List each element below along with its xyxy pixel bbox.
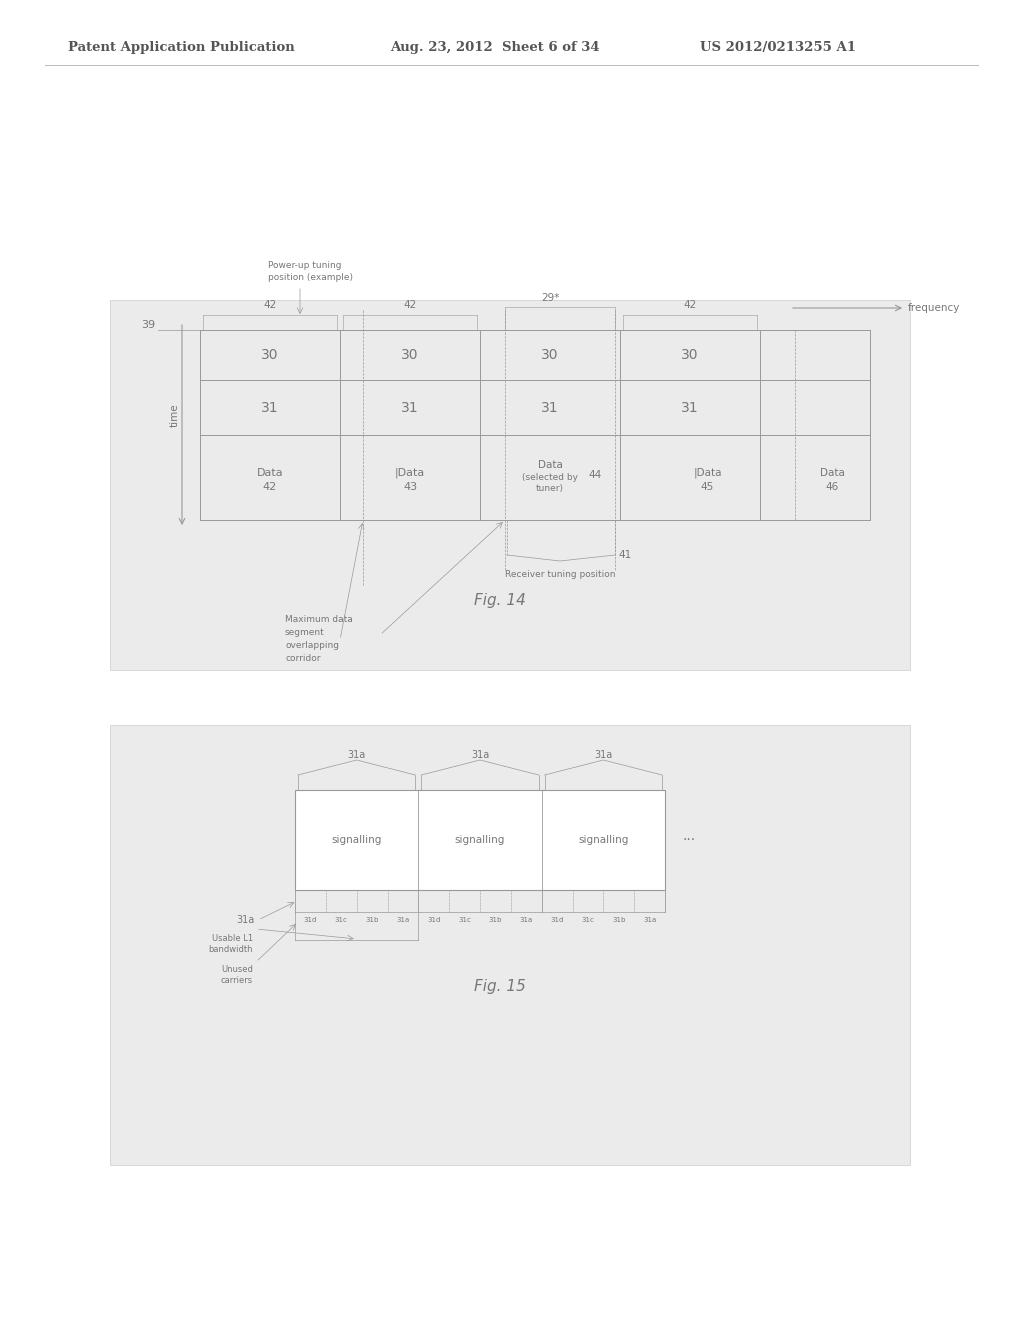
Text: 31b: 31b — [488, 917, 502, 923]
Text: carriers: carriers — [221, 975, 253, 985]
Text: 31a: 31a — [471, 750, 489, 760]
Text: 30: 30 — [681, 348, 698, 362]
Text: corridor: corridor — [285, 653, 321, 663]
Text: 31a: 31a — [237, 915, 255, 925]
Text: Aug. 23, 2012  Sheet 6 of 34: Aug. 23, 2012 Sheet 6 of 34 — [390, 41, 600, 54]
Text: 31: 31 — [542, 400, 559, 414]
FancyBboxPatch shape — [110, 300, 910, 671]
Text: 31: 31 — [681, 400, 698, 414]
Text: Data: Data — [538, 461, 562, 470]
Text: 31c: 31c — [582, 917, 594, 923]
Text: 39: 39 — [141, 319, 155, 330]
Text: 31b: 31b — [612, 917, 626, 923]
Text: 31d: 31d — [304, 917, 317, 923]
Text: 42: 42 — [263, 483, 278, 492]
Text: 30: 30 — [542, 348, 559, 362]
Text: overlapping: overlapping — [285, 642, 339, 649]
Text: 31a: 31a — [643, 917, 656, 923]
Text: 31b: 31b — [366, 917, 379, 923]
Text: time: time — [170, 403, 180, 426]
Text: 31a: 31a — [347, 750, 366, 760]
Text: Data: Data — [820, 467, 845, 478]
Text: 31c: 31c — [458, 917, 471, 923]
Text: (selected by: (selected by — [522, 473, 578, 482]
Text: 31c: 31c — [335, 917, 348, 923]
Text: Fig. 14: Fig. 14 — [474, 593, 526, 607]
Text: 44: 44 — [589, 470, 602, 479]
Text: bandwidth: bandwidth — [209, 945, 253, 954]
FancyBboxPatch shape — [295, 789, 665, 890]
Text: Usable L1: Usable L1 — [212, 935, 253, 942]
Text: 42: 42 — [263, 300, 276, 310]
Text: |Data: |Data — [395, 467, 425, 478]
Text: 43: 43 — [402, 483, 417, 492]
Text: US 2012/0213255 A1: US 2012/0213255 A1 — [700, 41, 856, 54]
Text: 41: 41 — [618, 550, 631, 560]
Text: 31d: 31d — [550, 917, 564, 923]
FancyBboxPatch shape — [110, 725, 910, 1166]
Text: 42: 42 — [683, 300, 696, 310]
Text: 31: 31 — [261, 400, 279, 414]
Text: segment: segment — [285, 628, 325, 638]
Text: 31a: 31a — [594, 750, 612, 760]
Text: 31d: 31d — [427, 917, 440, 923]
Text: Power-up tuning: Power-up tuning — [268, 260, 341, 269]
Text: 45: 45 — [700, 483, 714, 492]
Text: |Data: |Data — [693, 467, 722, 478]
Text: 30: 30 — [261, 348, 279, 362]
Text: ···: ··· — [683, 833, 696, 847]
Text: 30: 30 — [401, 348, 419, 362]
Text: Receiver tuning position: Receiver tuning position — [505, 570, 615, 579]
Text: Patent Application Publication: Patent Application Publication — [68, 41, 295, 54]
Text: 31a: 31a — [519, 917, 532, 923]
Text: 31: 31 — [401, 400, 419, 414]
Text: signalling: signalling — [455, 836, 505, 845]
Text: position (example): position (example) — [268, 272, 353, 281]
Text: signalling: signalling — [579, 836, 629, 845]
Text: 29*: 29* — [541, 293, 559, 304]
Text: frequency: frequency — [908, 304, 961, 313]
Text: 31a: 31a — [396, 917, 410, 923]
Text: Maximum data: Maximum data — [285, 615, 352, 624]
Text: Fig. 15: Fig. 15 — [474, 979, 526, 994]
Text: Unused: Unused — [221, 965, 253, 974]
Text: signalling: signalling — [332, 836, 382, 845]
Text: tuner): tuner) — [536, 484, 564, 492]
Text: Data: Data — [257, 467, 284, 478]
Text: 42: 42 — [403, 300, 417, 310]
Text: 46: 46 — [826, 483, 839, 492]
